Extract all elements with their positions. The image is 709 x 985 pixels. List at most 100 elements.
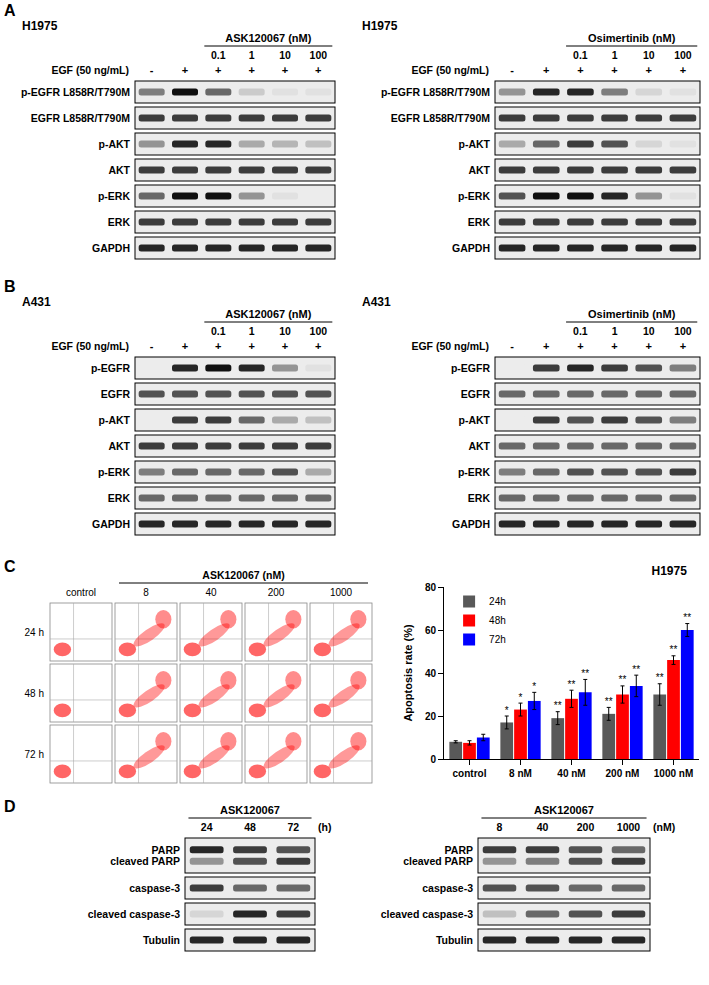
svg-text:200 nM: 200 nM	[606, 768, 640, 779]
svg-text:1: 1	[612, 49, 618, 61]
svg-text:ASK120067: ASK120067	[534, 804, 594, 816]
svg-text:p-AKT: p-AKT	[459, 414, 491, 426]
svg-text:EGFR L858R/T790M: EGFR L858R/T790M	[31, 112, 130, 124]
svg-text:p-ERK: p-ERK	[458, 466, 490, 478]
svg-text:ASK120067 (nM): ASK120067 (nM)	[202, 569, 284, 581]
svg-text:control: control	[453, 768, 487, 779]
svg-text:+: +	[543, 64, 549, 76]
svg-text:+: +	[543, 340, 549, 352]
svg-text:ERK: ERK	[108, 492, 131, 504]
svg-text:ASK120067: ASK120067	[220, 804, 280, 816]
svg-text:ERK: ERK	[468, 492, 491, 504]
svg-text:+: +	[182, 340, 188, 352]
svg-text:Tubulin: Tubulin	[436, 934, 473, 946]
svg-text:AKT: AKT	[468, 440, 490, 452]
svg-text:+: +	[611, 64, 617, 76]
svg-text:AKT: AKT	[468, 164, 490, 176]
svg-text:10: 10	[279, 325, 291, 337]
svg-text:+: +	[282, 64, 288, 76]
svg-text:0.1: 0.1	[211, 325, 226, 337]
svg-text:Apoptosis rate (%): Apoptosis rate (%)	[402, 624, 414, 722]
svg-text:+: +	[646, 64, 652, 76]
svg-text:p-EGFR L858R/T790M: p-EGFR L858R/T790M	[21, 86, 130, 98]
svg-text:1000: 1000	[617, 821, 641, 833]
svg-text:cleaved caspase-3: cleaved caspase-3	[88, 908, 180, 920]
svg-text:*: *	[519, 692, 523, 703]
svg-text:EGF (50 ng/mL): EGF (50 ng/mL)	[51, 64, 129, 76]
svg-text:0: 0	[430, 754, 436, 765]
svg-text:200: 200	[577, 821, 595, 833]
svg-text:-: -	[150, 340, 154, 352]
svg-text:40 nM: 40 nM	[557, 768, 585, 779]
svg-text:100: 100	[310, 49, 328, 61]
svg-text:80: 80	[425, 582, 437, 593]
svg-text:GAPDH: GAPDH	[452, 518, 490, 530]
svg-text:40: 40	[425, 668, 437, 679]
svg-text:24 h: 24 h	[25, 627, 44, 638]
svg-text:H1975: H1975	[22, 19, 58, 33]
svg-text:(nM): (nM)	[653, 821, 675, 833]
svg-text:p-EGFR: p-EGFR	[451, 362, 490, 374]
svg-text:p-AKT: p-AKT	[99, 138, 131, 150]
svg-text:1: 1	[612, 325, 618, 337]
svg-text:EGF (50 ng/mL): EGF (50 ng/mL)	[51, 340, 129, 352]
svg-text:1000 nM: 1000 nM	[654, 768, 693, 779]
svg-text:**: **	[605, 696, 613, 707]
svg-text:H1975: H1975	[652, 564, 688, 578]
svg-text:A: A	[4, 2, 16, 19]
svg-text:ERK: ERK	[468, 216, 491, 228]
svg-text:200: 200	[268, 587, 285, 598]
svg-text:-: -	[510, 64, 514, 76]
svg-text:8 nM: 8 nM	[509, 768, 532, 779]
svg-text:+: +	[315, 340, 321, 352]
svg-text:p-AKT: p-AKT	[459, 138, 491, 150]
svg-text:PARP: PARP	[152, 844, 180, 856]
svg-text:**: **	[568, 679, 576, 690]
svg-text:60: 60	[425, 625, 437, 636]
svg-text:8: 8	[143, 587, 149, 598]
svg-text:0.1: 0.1	[573, 325, 588, 337]
svg-text:+: +	[282, 340, 288, 352]
svg-text:0.1: 0.1	[211, 49, 226, 61]
svg-text:**: **	[632, 664, 640, 675]
svg-text:cleaved PARP: cleaved PARP	[110, 855, 180, 867]
svg-text:24: 24	[201, 821, 213, 833]
svg-text:p-ERK: p-ERK	[458, 190, 490, 202]
svg-text:48h: 48h	[489, 615, 506, 626]
svg-text:+: +	[182, 64, 188, 76]
svg-text:control: control	[66, 587, 96, 598]
svg-text:+: +	[315, 64, 321, 76]
svg-text:Osimertinib (nM): Osimertinib (nM)	[588, 32, 676, 44]
svg-text:10: 10	[279, 49, 291, 61]
svg-text:10: 10	[643, 325, 655, 337]
svg-text:EGF (50 ng/mL): EGF (50 ng/mL)	[411, 64, 489, 76]
svg-text:+: +	[680, 340, 686, 352]
svg-text:40: 40	[205, 587, 217, 598]
svg-text:100: 100	[674, 325, 692, 337]
svg-text:AKT: AKT	[108, 164, 130, 176]
svg-text:GAPDH: GAPDH	[92, 242, 130, 254]
svg-text:+: +	[215, 340, 221, 352]
svg-text:+: +	[577, 340, 583, 352]
svg-text:cleaved PARP: cleaved PARP	[403, 855, 473, 867]
svg-text:1: 1	[249, 325, 255, 337]
svg-text:+: +	[215, 64, 221, 76]
svg-text:EGFR: EGFR	[461, 388, 491, 400]
svg-text:-: -	[150, 64, 154, 76]
svg-text:GAPDH: GAPDH	[452, 242, 490, 254]
svg-text:48 h: 48 h	[25, 688, 44, 699]
svg-text:p-ERK: p-ERK	[98, 466, 130, 478]
svg-text:caspase-3: caspase-3	[129, 882, 180, 894]
svg-text:*: *	[532, 681, 536, 692]
svg-text:PARP: PARP	[445, 844, 473, 856]
svg-text:**: **	[619, 674, 627, 685]
svg-text:40: 40	[537, 821, 549, 833]
svg-text:+: +	[577, 64, 583, 76]
svg-text:72: 72	[287, 821, 299, 833]
svg-text:72 h: 72 h	[25, 749, 44, 760]
svg-text:H1975: H1975	[362, 19, 398, 33]
svg-text:24h: 24h	[489, 596, 506, 607]
svg-text:ASK120067 (nM): ASK120067 (nM)	[225, 32, 312, 44]
svg-text:C: C	[4, 558, 16, 575]
svg-text:ERK: ERK	[108, 216, 131, 228]
